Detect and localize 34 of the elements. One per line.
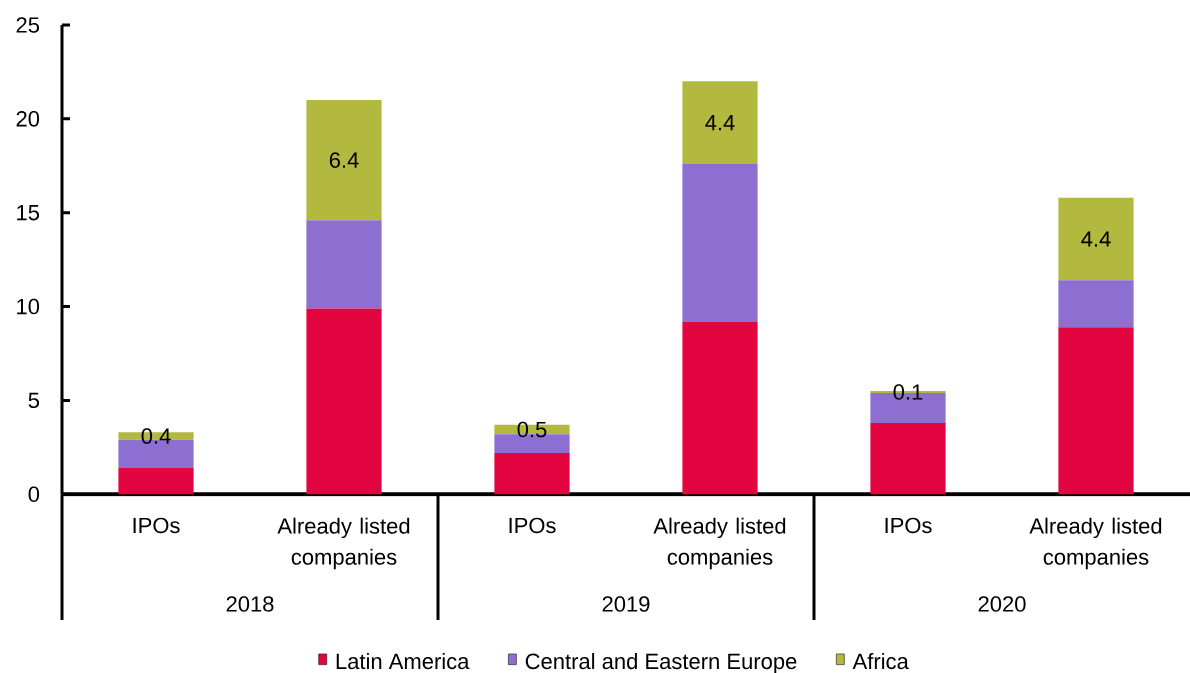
- data-label: 4.4: [705, 115, 735, 131]
- bar: [306, 308, 382, 495]
- bar: [1058, 327, 1134, 495]
- text: 2019: [602, 596, 650, 612]
- text: 2018: [226, 596, 274, 612]
- x-tick-label: Already listed companies: [277, 517, 410, 570]
- bar: [118, 468, 194, 495]
- data-label: 0.5: [517, 421, 547, 438]
- legend-label: Central and Eastern Europe: [525, 653, 797, 673]
- x-tick-label: IPOs: [509, 517, 556, 534]
- bar: [682, 321, 758, 495]
- y-tick-label: 5: [28, 392, 40, 409]
- y-tick-label: 10: [17, 298, 40, 315]
- y-tick-label: 15: [17, 205, 40, 221]
- x-tick-label: IPOs: [885, 517, 932, 534]
- data-label: 6.4: [329, 152, 359, 168]
- bar: [306, 100, 382, 221]
- y-tick-label: 25: [16, 17, 40, 33]
- bar: [1058, 197, 1134, 281]
- x-tick-label: IPOs: [133, 517, 180, 534]
- bar: [870, 422, 946, 495]
- bar: [682, 81, 758, 164]
- bar: [494, 452, 570, 495]
- y-tick-label: 20: [16, 111, 40, 127]
- x-tick-label: Already listed companies: [653, 517, 786, 570]
- text: 2020: [978, 596, 1026, 612]
- y-tick-label: 0: [28, 486, 40, 503]
- x-tick-label: Already listed companies: [1029, 517, 1162, 570]
- data-label: 4.4: [1081, 231, 1111, 247]
- bar: [1058, 280, 1134, 328]
- legend-label: Africa: [852, 653, 909, 670]
- legend-label: Latin America: [336, 653, 470, 670]
- bar: [682, 163, 758, 322]
- bar: [306, 220, 382, 309]
